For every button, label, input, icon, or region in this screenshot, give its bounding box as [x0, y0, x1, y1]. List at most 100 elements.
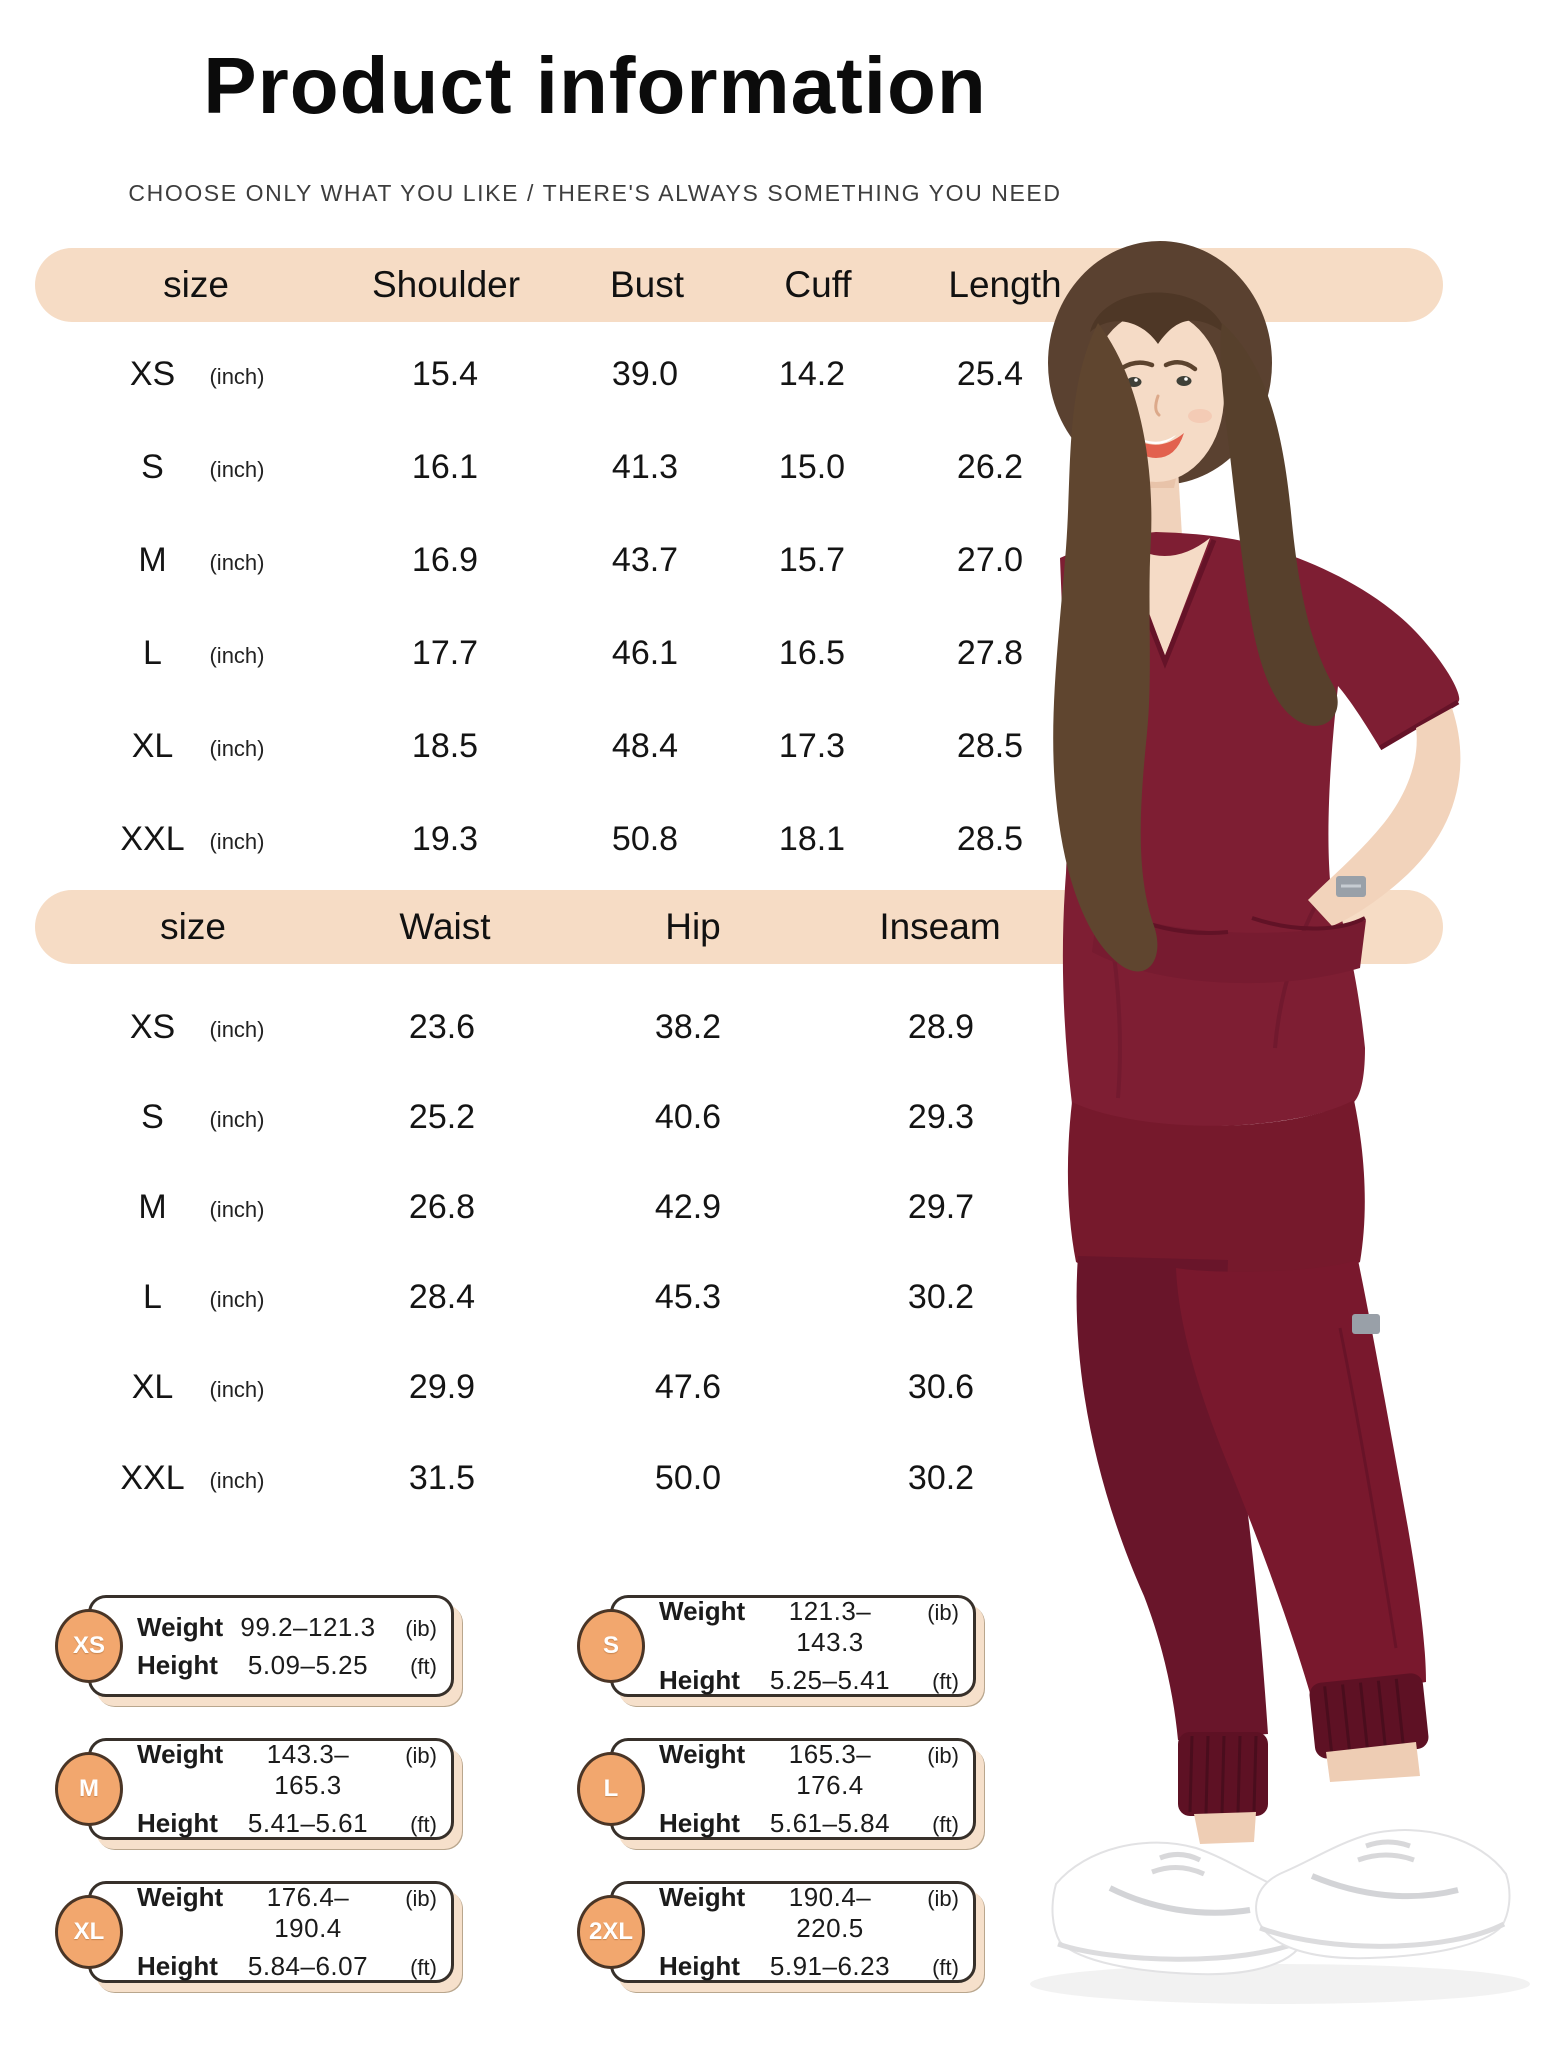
fit-card-xl: XL Weight 176.4–190.4 (ib) Height 5.84–6.07… [55, 1881, 454, 1983]
row-size-label: L [143, 634, 162, 672]
cell-cuff: 14.2 [778, 355, 846, 393]
cell-inseam: 30.2 [907, 1459, 975, 1497]
cell-length: 27.0 [956, 541, 1024, 579]
weight-range: 165.3–176.4 [788, 1739, 872, 1800]
column-header-hip: Hip [665, 906, 721, 947]
cell-shoulder: 16.1 [411, 448, 479, 486]
row-unit-label: (inch) [209, 736, 265, 761]
sneakers [1051, 1829, 1511, 1976]
height-unit: (ft) [410, 1812, 437, 1837]
row-unit-label: (inch) [209, 1197, 265, 1222]
row-unit-label: (inch) [209, 643, 265, 668]
weight-label: Weight [137, 1611, 224, 1642]
cell-length: 28.5 [956, 820, 1024, 858]
weight-label: Weight [137, 1882, 224, 1912]
size-badge: XS [55, 1609, 123, 1683]
column-header-size: size [160, 906, 226, 947]
cell-shoulder: 16.9 [411, 541, 479, 579]
weight-label: Weight [659, 1882, 746, 1912]
cell-waist: 28.4 [408, 1278, 476, 1316]
row-size-label: S [141, 448, 164, 486]
height-unit: (ft) [932, 1669, 959, 1694]
cell-hip: 40.6 [654, 1098, 722, 1136]
row-size-label: M [138, 541, 167, 579]
row-size-label: XL [131, 1368, 174, 1406]
height-range: 5.25–5.41 [769, 1665, 891, 1695]
brand-tag [1352, 1314, 1380, 1334]
weight-label: Weight [659, 1596, 746, 1626]
cell-waist: 26.8 [408, 1188, 476, 1226]
height-label: Height [137, 1951, 218, 1981]
row-unit-label: (inch) [209, 1287, 265, 1312]
size-badge: S [577, 1609, 645, 1683]
height-unit: (ft) [932, 1812, 959, 1837]
page-title: Product information [203, 41, 987, 130]
table-row: XL (inch) 18.5 48.4 17.3 28.5 [0, 727, 1560, 771]
row-size-label: S [141, 1098, 164, 1136]
table-row: XS (inch) 23.6 38.2 28.9 [0, 1008, 1560, 1052]
weight-unit: (ib) [405, 1743, 437, 1768]
cell-bust: 39.0 [611, 355, 679, 393]
column-header-waist: Waist [399, 906, 491, 947]
fit-card-xs: XS Weight 99.2–121.3 (ib) Height 5.09–5.25 (… [55, 1595, 454, 1697]
cell-bust: 41.3 [611, 448, 679, 486]
row-size-label: M [138, 1188, 167, 1226]
size-badge: 2XL [577, 1895, 645, 1969]
cell-hip: 42.9 [654, 1188, 722, 1226]
height-range: 5.84–6.07 [247, 1951, 369, 1981]
weight-range: 143.3–165.3 [266, 1739, 350, 1800]
height-unit: (ft) [410, 1653, 437, 1679]
cell-waist: 25.2 [408, 1098, 476, 1136]
cell-cuff: 15.7 [778, 541, 846, 579]
weight-unit: (ib) [405, 1615, 437, 1641]
weight-range: 99.2–121.3 [240, 1611, 376, 1642]
column-header-size: size [163, 264, 229, 305]
cell-bust: 50.8 [611, 820, 679, 858]
row-unit-label: (inch) [209, 457, 265, 482]
weight-unit: (ib) [405, 1886, 437, 1911]
table-row: L (inch) 17.7 46.1 16.5 27.8 [0, 634, 1560, 678]
row-unit-label: (inch) [209, 550, 265, 575]
row-unit-label: (inch) [209, 1468, 265, 1493]
row-unit-label: (inch) [209, 364, 265, 389]
cell-bust: 46.1 [611, 634, 679, 672]
cell-length: 25.4 [956, 355, 1024, 393]
cell-inseam: 28.9 [907, 1008, 975, 1046]
cell-length: 26.2 [956, 448, 1024, 486]
cell-hip: 50.0 [654, 1459, 722, 1497]
height-range: 5.41–5.61 [247, 1808, 369, 1838]
ground-shadow [1030, 1964, 1530, 2004]
column-header-length: Length [948, 264, 1062, 305]
row-unit-label: (inch) [209, 829, 265, 854]
table-row: M (inch) 26.8 42.9 29.7 [0, 1188, 1560, 1232]
cell-waist: 23.6 [408, 1008, 476, 1046]
cell-length: 28.5 [956, 727, 1024, 765]
column-header-inseam: Inseam [879, 906, 1001, 947]
height-range: 5.09–5.25 [247, 1649, 369, 1680]
column-header-shoulder: Shoulder [371, 264, 521, 305]
weight-label: Weight [137, 1739, 224, 1769]
row-size-label: L [143, 1278, 162, 1316]
weight-range: 121.3–143.3 [788, 1596, 872, 1657]
weight-label: Weight [659, 1739, 746, 1769]
cell-cuff: 16.5 [778, 634, 846, 672]
cell-hip: 38.2 [654, 1008, 722, 1046]
cell-bust: 43.7 [611, 541, 679, 579]
height-range: 5.91–6.23 [769, 1951, 891, 1981]
cell-cuff: 18.1 [778, 820, 846, 858]
cell-bust: 48.4 [611, 727, 679, 765]
table-row: S (inch) 25.2 40.6 29.3 [0, 1098, 1560, 1142]
ankle [1326, 1742, 1420, 1782]
height-label: Height [137, 1649, 218, 1680]
height-label: Height [659, 1808, 740, 1838]
row-size-label: XL [131, 727, 174, 765]
cell-cuff: 15.0 [778, 448, 846, 486]
cell-hip: 45.3 [654, 1278, 722, 1316]
cell-waist: 29.9 [408, 1368, 476, 1406]
table-row: L (inch) 28.4 45.3 30.2 [0, 1278, 1560, 1322]
table-row: M (inch) 16.9 43.7 15.7 27.0 [0, 541, 1560, 585]
table-row: XXL (inch) 31.5 50.0 30.2 [0, 1459, 1560, 1503]
cell-cuff: 17.3 [778, 727, 846, 765]
table-row: S (inch) 16.1 41.3 15.0 26.2 [0, 448, 1560, 492]
